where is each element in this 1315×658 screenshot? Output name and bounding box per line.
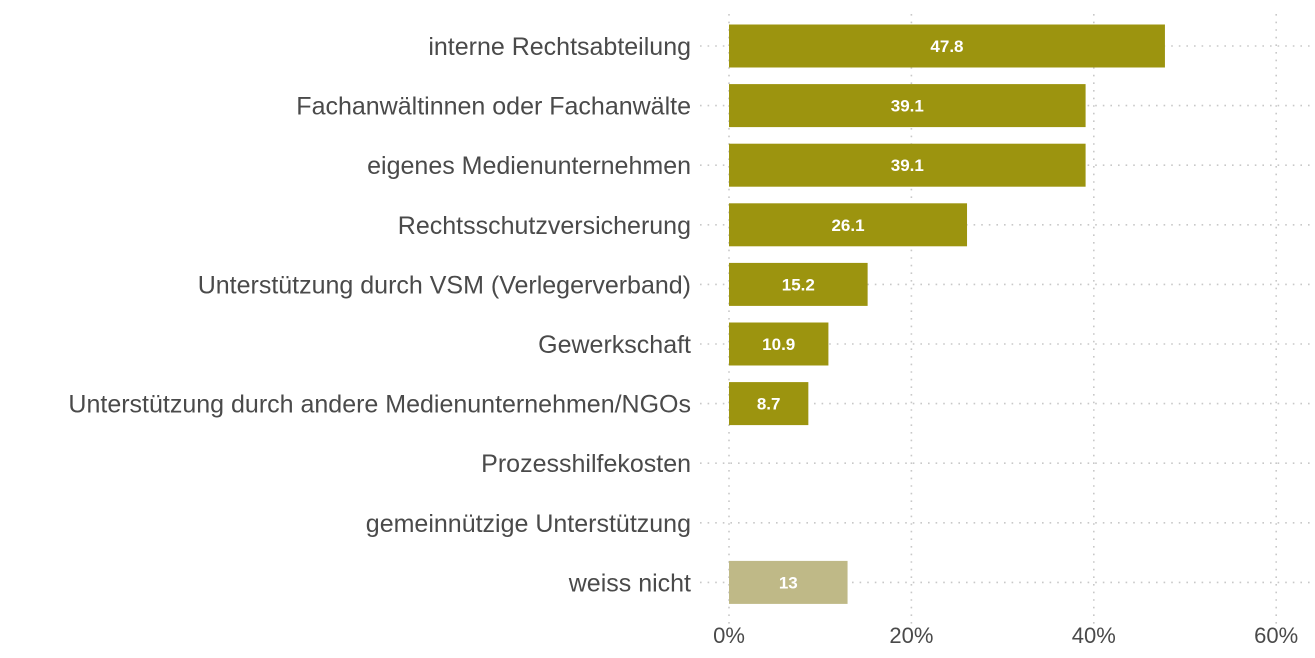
bar: [729, 24, 1165, 68]
category-label: interne Rechtsabteilung: [428, 33, 691, 61]
category-label: Unterstützung durch VSM (Verlegerverband…: [198, 271, 691, 299]
bar-value-label: 13: [779, 573, 798, 592]
category-label: Gewerkschaft: [538, 331, 691, 359]
category-label: Fachanwältinnen oder Fachanwälte: [296, 93, 691, 121]
bar: [729, 84, 1086, 128]
category-label: Prozesshilfekosten: [481, 450, 691, 478]
bars: 47.8 39.1 39.1 26.1 15.2 10.9 8.7 13: [729, 24, 1165, 604]
bar-value-label: 26.1: [831, 216, 864, 235]
x-tick-label: 20%: [889, 623, 933, 648]
bar: [729, 560, 848, 604]
category-label: Rechtsschutzversicherung: [398, 212, 691, 240]
bar-value-label: 39.1: [891, 156, 924, 175]
bar: [729, 382, 809, 426]
bar: [729, 143, 1086, 187]
gridlines: [700, 14, 1315, 625]
category-label: eigenes Medienunternehmen: [367, 152, 691, 180]
x-tick-label: 0%: [713, 623, 745, 648]
category-label: gemeinnützige Unterstützung: [366, 510, 691, 538]
category-label: Unterstützung durch andere Medienunterne…: [68, 391, 691, 419]
bar: [729, 322, 829, 366]
x-tick-label: 40%: [1072, 623, 1116, 648]
bar: [729, 262, 868, 306]
bar-value-label: 39.1: [891, 97, 924, 116]
x-axis-ticks: 0% 20% 40% 60%: [713, 623, 1298, 648]
bar: [729, 203, 968, 247]
bar-value-label: 10.9: [762, 335, 795, 354]
bar-value-label: 8.7: [757, 395, 781, 414]
x-tick-label: 60%: [1254, 623, 1298, 648]
category-labels: interne Rechtsabteilung Fachanwältinnen o…: [68, 33, 691, 597]
category-label: weiss nicht: [568, 569, 691, 597]
bar-value-label: 47.8: [930, 37, 963, 56]
bar-value-label: 15.2: [782, 275, 815, 294]
